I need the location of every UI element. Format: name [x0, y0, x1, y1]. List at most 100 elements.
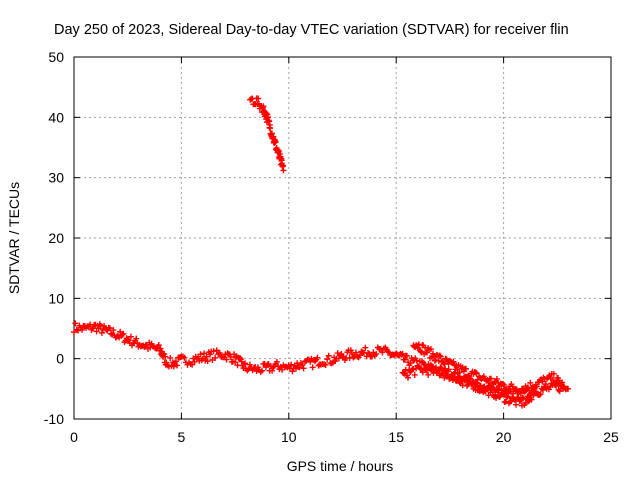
data-point: [270, 133, 277, 140]
data-point: [556, 388, 563, 395]
series-lower-band: [399, 362, 535, 409]
data-point: [173, 358, 180, 365]
data-point: [227, 353, 234, 360]
data-point: [427, 346, 434, 353]
data-point: [322, 361, 329, 368]
data-point: [555, 386, 562, 393]
data-point: [246, 361, 253, 368]
x-tick-label: 20: [496, 429, 512, 445]
data-point: [415, 341, 422, 348]
data-point: [255, 95, 262, 102]
data-point: [473, 379, 480, 386]
data-point: [269, 367, 276, 374]
data-point: [163, 359, 170, 366]
data-point: [157, 345, 164, 352]
data-point: [347, 347, 354, 354]
data-point: [425, 371, 432, 378]
data-point: [463, 365, 470, 372]
data-point: [533, 383, 540, 390]
data-point: [280, 162, 287, 169]
data-points: [71, 95, 572, 409]
data-point: [266, 118, 273, 125]
data-point: [501, 381, 508, 388]
data-point: [487, 375, 494, 382]
data-point: [79, 326, 86, 333]
data-point: [356, 352, 363, 359]
x-tick-label: 0: [70, 429, 78, 445]
data-point: [120, 330, 127, 337]
data-point: [565, 385, 572, 392]
data-point: [379, 349, 386, 356]
y-tick-labels: -10 0 10 20 30 40 50: [44, 49, 64, 427]
data-point: [288, 361, 295, 368]
data-point: [527, 379, 534, 386]
data-point: [528, 396, 535, 403]
data-point: [127, 333, 134, 340]
y-tick-label: -10: [44, 411, 64, 427]
data-point: [507, 398, 514, 405]
x-tick-label: 5: [178, 429, 186, 445]
data-point: [223, 356, 230, 363]
data-point: [210, 348, 217, 355]
data-point: [405, 374, 412, 381]
data-point: [335, 355, 342, 362]
data-point: [399, 350, 406, 357]
data-point: [550, 376, 557, 383]
data-point: [328, 360, 335, 367]
data-point: [377, 346, 384, 353]
data-point: [472, 369, 479, 376]
data-point: [300, 365, 307, 372]
data-point: [272, 138, 279, 145]
y-tick-label: 30: [48, 170, 64, 186]
data-point: [503, 394, 510, 401]
data-point: [476, 382, 483, 389]
data-point: [89, 325, 96, 332]
data-point: [521, 388, 528, 395]
data-point: [542, 381, 549, 388]
data-point: [403, 352, 410, 359]
data-point: [411, 371, 418, 378]
x-tick-label: 15: [388, 429, 404, 445]
data-point: [162, 353, 169, 360]
data-point: [216, 349, 223, 356]
data-point: [270, 364, 277, 371]
data-point: [493, 375, 500, 382]
data-point: [536, 391, 543, 398]
data-point: [530, 385, 537, 392]
data-point: [473, 370, 480, 377]
data-point: [433, 364, 440, 371]
data-point: [325, 352, 332, 359]
data-point: [493, 395, 500, 402]
data-point: [423, 367, 430, 374]
data-point: [237, 355, 244, 362]
data-point: [539, 386, 546, 393]
data-point: [560, 383, 567, 390]
data-point: [510, 396, 517, 403]
y-tick-label: 10: [48, 290, 64, 306]
data-point: [98, 329, 105, 336]
data-point: [436, 352, 443, 359]
data-point: [362, 344, 369, 351]
data-point: [430, 369, 437, 376]
data-point: [373, 351, 380, 358]
data-point: [207, 351, 214, 358]
data-point: [500, 390, 507, 397]
data-point: [437, 353, 444, 360]
data-point: [550, 370, 557, 377]
data-point: [485, 392, 492, 399]
data-point: [280, 167, 287, 174]
data-point: [72, 320, 79, 327]
data-point: [435, 367, 442, 374]
x-tick-label: 10: [281, 429, 297, 445]
data-point: [352, 349, 359, 356]
data-point: [441, 374, 448, 381]
data-point: [107, 330, 114, 337]
data-point: [264, 361, 271, 368]
data-point: [170, 363, 177, 370]
data-point: [258, 367, 265, 374]
x-tick-labels: 0 5 10 15 20 25: [70, 429, 619, 445]
data-point: [450, 358, 457, 365]
chart-title: Day 250 of 2023, Sidereal Day-to-day VTE…: [54, 22, 569, 38]
data-point: [110, 327, 117, 334]
